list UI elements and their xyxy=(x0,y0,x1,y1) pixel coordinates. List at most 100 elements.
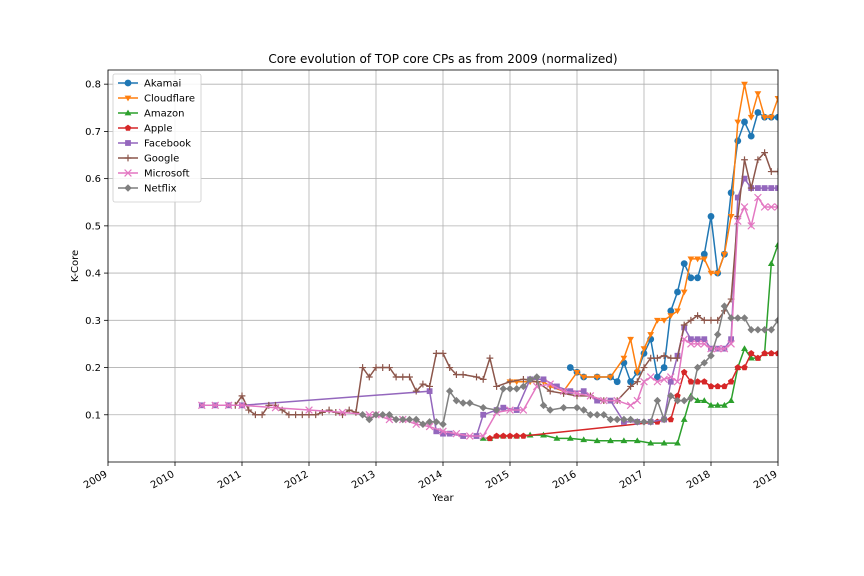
data-point-google xyxy=(647,354,655,362)
data-point-amazon xyxy=(553,434,561,441)
data-point-google xyxy=(493,383,500,390)
legend-label-apple: Apple xyxy=(144,124,172,135)
data-point-facebook xyxy=(667,378,674,385)
legend-marker-amazon xyxy=(124,109,132,116)
data-point-facebook xyxy=(540,376,547,383)
data-point-google xyxy=(432,349,440,357)
data-point-microsoft xyxy=(633,396,642,405)
legend-label-amazon: Amazon xyxy=(144,109,184,120)
data-point-netflix xyxy=(707,351,715,360)
data-point-facebook xyxy=(594,397,600,404)
data-point-netflix xyxy=(667,392,675,400)
data-point-facebook xyxy=(500,404,507,411)
data-point-apple xyxy=(513,432,520,439)
y-axis-label: K-Core xyxy=(70,250,81,282)
data-point-google xyxy=(365,373,373,381)
data-point-cloudflare xyxy=(593,374,601,381)
data-point-facebook xyxy=(775,185,778,191)
data-point-microsoft xyxy=(197,401,206,410)
data-point-facebook xyxy=(554,383,560,390)
data-point-facebook xyxy=(433,428,440,435)
data-point-microsoft xyxy=(305,406,313,414)
data-point-google xyxy=(419,380,427,388)
data-point-netflix xyxy=(579,406,588,414)
data-point-netflix xyxy=(774,316,778,325)
data-point-netflix xyxy=(399,415,407,424)
data-point-microsoft xyxy=(224,401,233,410)
data-point-cloudflare xyxy=(694,256,701,263)
data-point-google xyxy=(546,387,554,395)
data-point-microsoft xyxy=(666,373,675,381)
data-point-apple xyxy=(486,434,494,442)
data-point-apple xyxy=(761,349,768,357)
data-point-microsoft xyxy=(646,373,655,381)
legend-item-akamai: Akamai xyxy=(118,79,181,90)
legend-marker-facebook xyxy=(125,140,131,146)
data-point-microsoft xyxy=(687,340,695,348)
data-point-microsoft xyxy=(660,375,668,384)
data-point-netflix xyxy=(412,415,420,424)
data-point-netflix xyxy=(378,411,387,419)
data-point-apple xyxy=(754,354,762,361)
data-point-netflix xyxy=(459,399,467,407)
data-point-cloudflare xyxy=(674,308,681,315)
data-point-microsoft xyxy=(733,217,742,225)
data-point-google xyxy=(674,354,681,362)
data-point-amazon xyxy=(680,416,688,422)
data-point-microsoft xyxy=(271,403,280,412)
data-point-cloudflare xyxy=(700,256,708,263)
data-point-google xyxy=(660,352,668,360)
y-tick-label: 0.4 xyxy=(85,269,101,280)
data-point-google xyxy=(473,373,480,381)
data-point-microsoft xyxy=(586,392,595,400)
data-point-netflix xyxy=(432,418,441,426)
data-point-akamai xyxy=(566,364,574,371)
data-point-microsoft xyxy=(439,427,447,436)
data-point-microsoft xyxy=(465,432,474,440)
data-point-amazon xyxy=(774,241,778,248)
data-point-amazon xyxy=(566,434,574,441)
y-tick-label: 0.6 xyxy=(85,174,101,185)
data-point-netflix xyxy=(372,411,380,419)
data-point-netflix xyxy=(754,326,762,334)
data-point-netflix xyxy=(385,411,394,419)
data-point-google xyxy=(325,406,333,414)
y-tick-label: 0.1 xyxy=(85,410,101,421)
data-point-facebook xyxy=(741,175,748,182)
data-point-amazon xyxy=(727,397,735,403)
data-point-netflix xyxy=(586,411,595,419)
data-point-apple xyxy=(506,432,514,439)
data-point-facebook xyxy=(755,185,761,191)
data-point-cloudflare xyxy=(761,114,768,121)
data-point-amazon xyxy=(593,437,601,444)
data-point-google xyxy=(252,411,259,419)
data-point-netflix xyxy=(512,385,521,393)
data-point-google xyxy=(312,411,320,419)
data-point-cloudflare xyxy=(640,346,648,353)
data-point-akamai xyxy=(741,118,748,126)
data-point-cloudflare xyxy=(580,374,588,381)
data-point-google xyxy=(412,387,420,395)
legend-label-google: Google xyxy=(144,154,179,165)
data-point-microsoft xyxy=(673,377,682,386)
data-point-amazon xyxy=(479,434,487,441)
legend-item-google: Google xyxy=(118,154,179,165)
data-point-netflix xyxy=(452,396,461,405)
data-point-netflix xyxy=(479,403,487,412)
data-point-apple xyxy=(714,383,721,390)
data-point-microsoft xyxy=(713,344,722,353)
data-point-cloudflare xyxy=(654,317,661,324)
legend-item-cloudflare: Cloudflare xyxy=(118,94,195,105)
data-point-netflix xyxy=(392,415,400,424)
data-point-google xyxy=(754,156,762,164)
data-point-netflix xyxy=(533,373,541,381)
data-point-google xyxy=(446,364,454,371)
data-point-amazon xyxy=(694,397,701,403)
data-point-akamai xyxy=(613,378,621,386)
data-point-akamai xyxy=(680,260,688,268)
data-point-akamai xyxy=(747,132,755,140)
legend-box xyxy=(112,73,202,203)
data-point-cloudflare xyxy=(721,251,728,258)
data-point-google xyxy=(741,156,748,164)
